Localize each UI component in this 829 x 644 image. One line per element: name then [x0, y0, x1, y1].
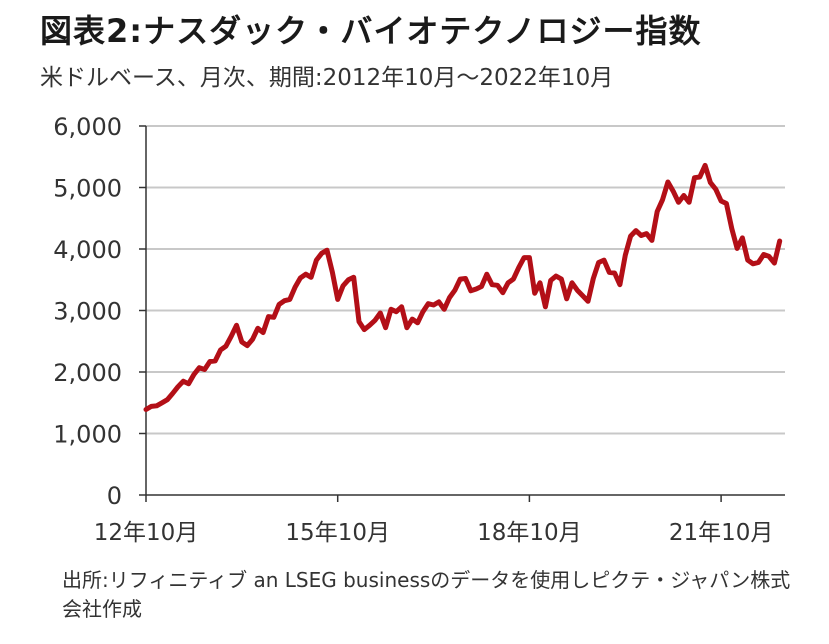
source-note: 出所:リフィニティブ an LSEG businessのデータを使用しピクテ・ジ…	[62, 568, 791, 621]
x-tick-label: 12年10月	[94, 520, 199, 546]
x-tick-label: 15年10月	[285, 520, 390, 546]
index-line-series	[143, 162, 783, 412]
chart-subtitle: 米ドルベース、月次、期間:2012年10月～2022年10月	[40, 65, 614, 91]
y-tick-label: 5,000	[53, 175, 122, 203]
y-tick-label: 2,000	[53, 359, 122, 387]
x-tick-label: 18年10月	[477, 520, 582, 546]
y-tick-label: 0	[107, 482, 122, 510]
y-tick-label: 6,000	[53, 113, 122, 141]
chart-title: 図表2:ナスダック・バイオテクノロジー指数	[40, 12, 702, 50]
axes	[139, 125, 785, 502]
y-tick-label: 1,000	[53, 421, 122, 449]
y-tick-label: 3,000	[53, 298, 122, 326]
x-axis-tick-labels: 12年10月 15年10月 18年10月 21年10月	[94, 520, 774, 546]
gridlines	[146, 125, 785, 435]
series-group	[143, 162, 783, 412]
y-axis-tick-labels: 0 1,000 2,000 3,000 4,000 5,000 6,000	[53, 113, 122, 510]
x-tick-label: 21年10月	[669, 520, 774, 546]
y-tick-label: 4,000	[53, 236, 122, 264]
